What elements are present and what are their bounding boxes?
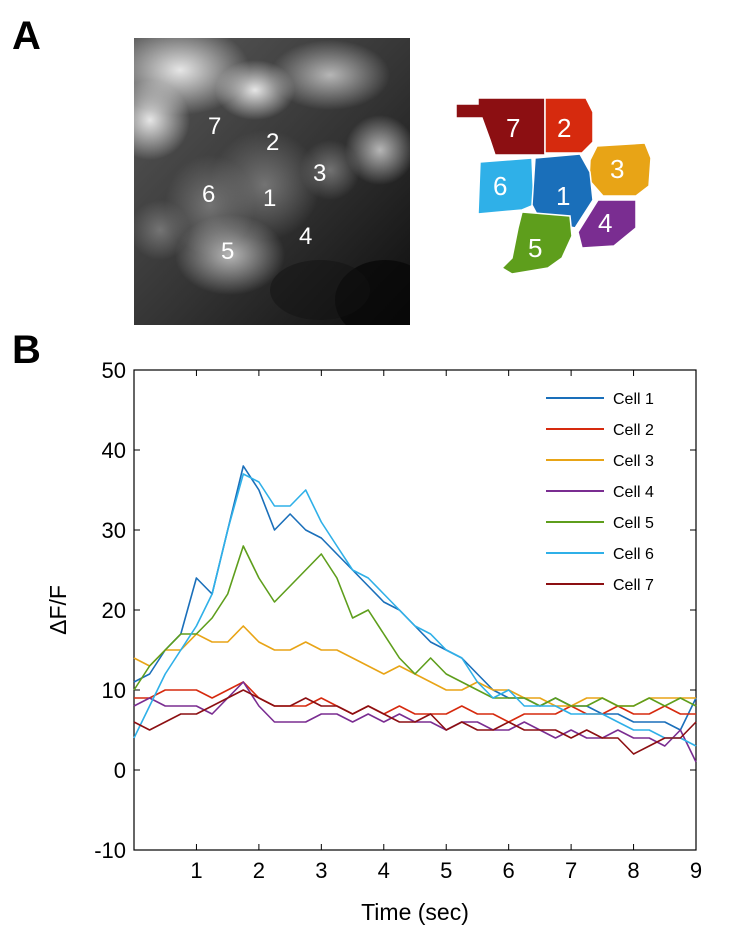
y-tick-label: 0 [114, 758, 126, 783]
y-tick-label: 40 [102, 438, 126, 463]
series-line-cell-5 [133, 545, 697, 707]
x-tick-label: 1 [190, 858, 202, 883]
line-chart: -10 0 10 20 30 40 50 1 2 3 4 5 6 7 8 9 Time (sec) ΔF/F… [45, 358, 702, 925]
roi-cell-4 [577, 199, 637, 249]
x-tick-label: 4 [378, 858, 390, 883]
legend-label: Cell 6 [613, 546, 654, 563]
y-tick-label: 30 [102, 518, 126, 543]
x-axis-label: Time (sec) [361, 899, 469, 925]
x-tick-label: 5 [440, 858, 452, 883]
y-tick-label: 10 [102, 678, 126, 703]
plot-area [133, 369, 697, 851]
x-tick-label: 7 [565, 858, 577, 883]
panel-a-label: A [12, 14, 41, 58]
series-line-cell-6 [133, 473, 697, 747]
roi-label: 7 [506, 113, 520, 143]
roi-label: 4 [598, 208, 612, 238]
chart-legend: Cell 1 Cell 2 Cell 3 Cell 4 Cell 5 Cell 6 Cell… [546, 391, 654, 594]
image-cell-label: 3 [313, 160, 326, 187]
x-tick-label: 6 [503, 858, 515, 883]
x-tick-label: 9 [690, 858, 702, 883]
roi-labels: 7 2 3 6 1 4 5 [493, 113, 624, 263]
roi-cell-2 [544, 97, 594, 154]
image-cell-label: 6 [202, 181, 215, 208]
image-cell-label: 1 [263, 185, 276, 212]
series-line-cell-1 [133, 465, 697, 731]
image-cell-label: 4 [299, 223, 312, 250]
y-tick-label: 50 [102, 358, 126, 383]
image-cell-label: 2 [266, 129, 279, 156]
series-line-cell-7 [133, 689, 697, 755]
image-cell-label: 5 [221, 238, 234, 265]
roi-cell-3 [588, 142, 652, 197]
legend-label: Cell 3 [613, 453, 654, 470]
roi-label: 3 [610, 154, 624, 184]
roi-cell-5 [500, 211, 573, 275]
y-tick-label: 20 [102, 598, 126, 623]
y-axis-label: ΔF/F [45, 585, 71, 635]
roi-cell-1 [531, 153, 594, 229]
series-lines [133, 465, 697, 763]
legend-label: Cell 1 [613, 391, 654, 408]
x-tick-label: 8 [627, 858, 639, 883]
legend-label: Cell 5 [613, 515, 654, 532]
image-cell-label: 7 [208, 113, 221, 140]
micrograph-cell-labels: 7 2 3 6 1 4 5 [202, 113, 326, 265]
x-axis-ticks: 1 2 3 4 5 6 7 8 9 [190, 370, 702, 883]
legend-label: Cell 7 [613, 577, 654, 594]
roi-cell-7 [455, 97, 546, 156]
roi-segmentation-map [455, 97, 652, 275]
roi-label: 5 [528, 233, 542, 263]
y-axis-ticks: -10 0 10 20 30 40 50 [94, 358, 696, 863]
roi-label: 1 [556, 181, 570, 211]
roi-label: 6 [493, 171, 507, 201]
legend-label: Cell 2 [613, 422, 654, 439]
y-tick-label: -10 [94, 838, 126, 863]
roi-cell-6 [477, 157, 535, 215]
micrograph-image [134, 38, 410, 325]
panel-b-label: B [12, 328, 41, 372]
x-tick-label: 3 [315, 858, 327, 883]
x-tick-label: 2 [253, 858, 265, 883]
legend-label: Cell 4 [613, 484, 654, 501]
roi-label: 2 [557, 113, 571, 143]
